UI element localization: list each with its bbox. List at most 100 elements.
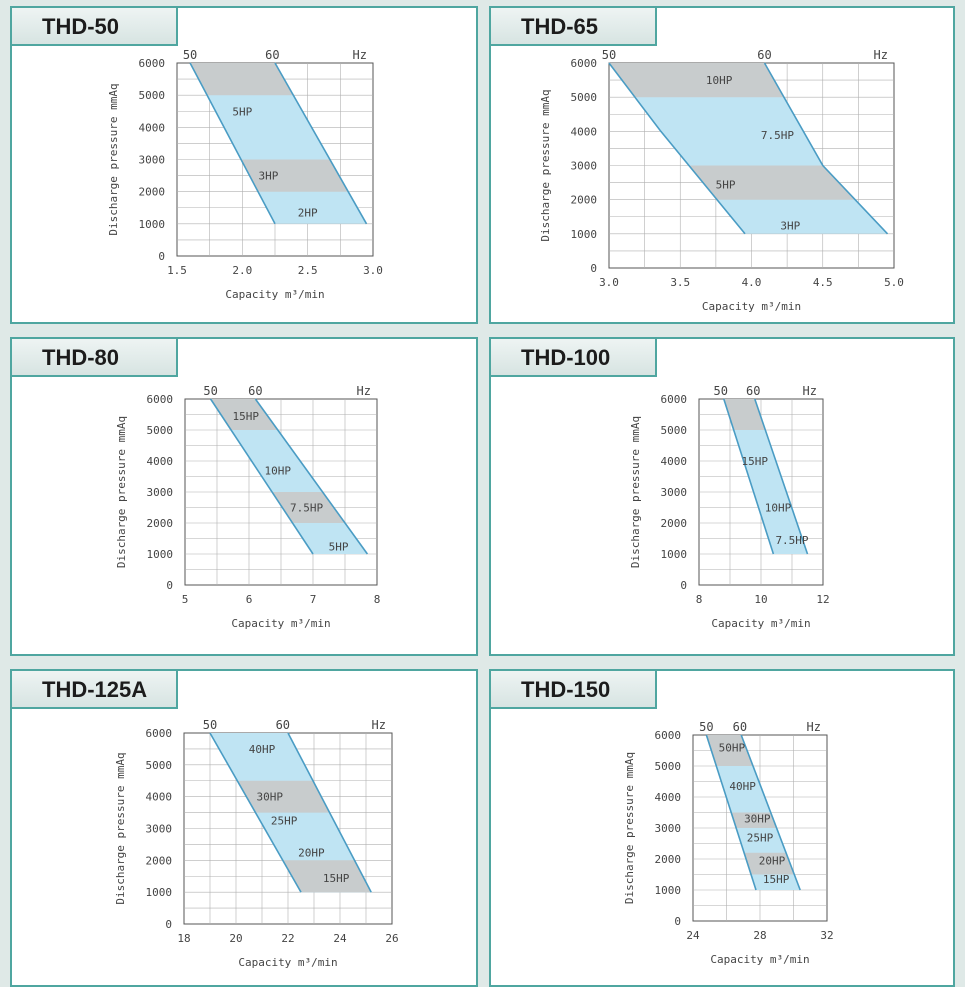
y-tick-label: 4000	[139, 121, 166, 134]
power-band-shade	[241, 159, 349, 192]
panel-title: THD-65	[491, 8, 657, 46]
y-axis-label: Discharge pressure mmAq	[623, 752, 636, 904]
y-tick-label: 6000	[139, 57, 166, 70]
x-axis-label: Capacity m³/min	[702, 300, 801, 313]
x-tick-label: 8	[374, 593, 381, 606]
hp-label: 10HP	[765, 502, 792, 515]
panel-title: THD-80	[12, 339, 178, 377]
frequency-label: 50	[203, 384, 217, 398]
hp-label: 3HP	[259, 170, 279, 183]
frequency-label: 50	[713, 384, 727, 398]
y-tick-label: 3000	[571, 160, 598, 173]
frequency-label: 60	[733, 720, 747, 734]
x-tick-label: 3.0	[363, 264, 383, 277]
hp-label: 3HP	[780, 219, 800, 232]
y-axis-label: Discharge pressure mmAq	[107, 83, 120, 235]
hp-label: 15HP	[742, 455, 769, 468]
x-tick-label: 4.5	[813, 276, 833, 289]
power-band-shade	[706, 735, 753, 766]
chart-thd-125a: 40HP 30HP 25HP 20HP 15HP 50 60 Hz 0 1000 2000 3000 4…	[114, 718, 399, 969]
y-axis-label: Discharge pressure mmAq	[115, 416, 128, 568]
y-tick-label: 3000	[661, 486, 688, 499]
frequency-label: 60	[276, 718, 290, 732]
frequency-label: 50	[203, 718, 217, 732]
y-tick-label: 1000	[147, 548, 174, 561]
curve-60hz	[754, 398, 809, 555]
x-tick-label: 2.0	[232, 264, 252, 277]
hp-label: 5HP	[232, 105, 252, 118]
chart-thd-80: 15HP 10HP 7.5HP 5HP 50 60 Hz 0 1000 2000 3000 4000 5…	[115, 384, 381, 630]
x-tick-label: 2.5	[298, 264, 318, 277]
y-tick-label: 3000	[146, 823, 173, 836]
y-tick-label: 5000	[661, 424, 688, 437]
y-tick-label: 6000	[147, 393, 174, 406]
hp-label: 30HP	[257, 791, 284, 804]
x-tick-label: 18	[177, 932, 190, 945]
hp-label: 15HP	[323, 872, 350, 885]
curve-50hz	[189, 62, 276, 225]
power-band-group	[210, 399, 345, 523]
hp-label: 7.5HP	[290, 502, 323, 515]
hp-label: 25HP	[747, 831, 774, 844]
hp-label: 25HP	[271, 815, 298, 828]
y-tick-label: 6000	[571, 57, 598, 70]
hp-label: 20HP	[298, 846, 325, 859]
frequency-unit-label: Hz	[803, 384, 817, 398]
y-tick-label: 0	[165, 918, 172, 931]
y-axis-label: Discharge pressure mmAq	[114, 752, 127, 904]
power-band-shade	[688, 165, 856, 200]
y-tick-label: 5000	[571, 91, 598, 104]
curve-50hz	[209, 398, 314, 555]
y-tick-label: 6000	[661, 393, 688, 406]
y-tick-label: 2000	[655, 853, 682, 866]
y-tick-label: 3000	[147, 486, 174, 499]
hp-label: 7.5HP	[761, 129, 794, 142]
hp-label: 15HP	[233, 410, 260, 423]
curve-60hz	[274, 62, 368, 225]
y-tick-label: 2000	[146, 854, 173, 867]
x-axis-label: Capacity m³/min	[231, 617, 330, 630]
hp-label: 40HP	[249, 743, 276, 756]
power-band-group	[723, 399, 766, 430]
y-tick-label: 1000	[655, 884, 682, 897]
hp-label: 5HP	[329, 540, 349, 553]
hp-label: 50HP	[719, 741, 746, 754]
panel-thd-50: THD-50 5HP 3HP 2HP 50 60 Hz 0 1000 2000 3000 4000 5…	[10, 6, 478, 324]
curve-50hz	[608, 62, 746, 235]
y-tick-label: 5000	[146, 759, 173, 772]
x-tick-label: 12	[816, 593, 829, 606]
y-tick-label: 4000	[147, 455, 174, 468]
hp-label: 30HP	[744, 813, 771, 826]
x-tick-label: 28	[753, 929, 766, 942]
chart-thd-100: 15HP 10HP 7.5HP 50 60 Hz 0 1000 2000 3000 4000 5000…	[629, 384, 830, 630]
frequency-label: 50	[699, 720, 713, 734]
y-tick-label: 1000	[661, 548, 688, 561]
y-tick-label: 5000	[147, 424, 174, 437]
curve-60hz	[287, 732, 372, 893]
panel-title: THD-125A	[12, 671, 178, 709]
frequency-unit-label: Hz	[357, 384, 371, 398]
hp-label: 15HP	[763, 873, 790, 886]
power-band-shade	[210, 399, 278, 430]
x-tick-label: 6	[246, 593, 253, 606]
frequency-unit-label: Hz	[372, 718, 386, 732]
frequency-label: 50	[602, 48, 616, 62]
power-band-group	[609, 63, 856, 200]
hp-label: 40HP	[729, 780, 756, 793]
x-tick-label: 5	[182, 593, 189, 606]
x-tick-label: 7	[310, 593, 317, 606]
x-axis-label: Capacity m³/min	[225, 288, 324, 301]
x-axis-label: Capacity m³/min	[710, 953, 809, 966]
panel-thd-150: THD-150 50HP 40HP 30HP 25HP 20HP 15HP 50 60 Hz 0 1…	[489, 669, 955, 987]
y-tick-label: 0	[590, 262, 597, 275]
curve-50hz	[209, 732, 302, 893]
power-band-shade	[744, 852, 795, 875]
panel-thd-65: THD-65 10HP 7.5HP 5HP 3HP 50 60 Hz 0 1000 2000 300…	[489, 6, 955, 324]
x-tick-label: 32	[820, 929, 833, 942]
x-tick-label: 24	[686, 929, 700, 942]
hp-label: 10HP	[706, 74, 733, 87]
x-tick-label: 4.0	[742, 276, 762, 289]
power-band-shade	[190, 63, 294, 96]
power-band-shade	[237, 780, 330, 813]
hp-label: 2HP	[298, 207, 318, 220]
